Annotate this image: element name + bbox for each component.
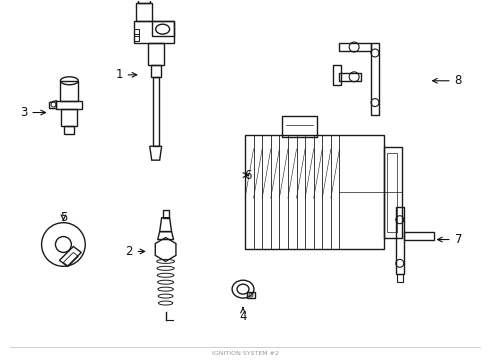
Bar [245,135,384,249]
Text: 2: 2 [125,245,145,258]
Bar [387,153,397,231]
Text: 1: 1 [115,68,137,81]
Bar [339,73,361,81]
Text: 7: 7 [438,233,462,246]
Bar [333,65,341,85]
Bar [247,292,255,298]
Bar [282,116,318,137]
Bar [134,29,139,36]
Bar [151,65,161,77]
Bar [339,43,371,51]
Bar [153,77,159,146]
Bar [64,126,74,134]
Bar [134,34,139,41]
Bar [396,207,404,274]
Text: 5: 5 [60,211,67,224]
Bar [163,210,169,218]
Bar [371,43,379,114]
Text: IGNITION SYSTEM #2: IGNITION SYSTEM #2 [212,351,278,356]
Text: 8: 8 [433,74,462,87]
Text: 6: 6 [243,168,252,181]
Text: 3: 3 [20,106,46,119]
Text: 4: 4 [239,307,247,323]
Bar [56,100,82,109]
Bar [397,274,403,282]
Bar [404,231,434,239]
Bar [384,147,402,238]
Bar [148,43,164,65]
Bar [60,81,78,100]
Bar [61,109,77,126]
